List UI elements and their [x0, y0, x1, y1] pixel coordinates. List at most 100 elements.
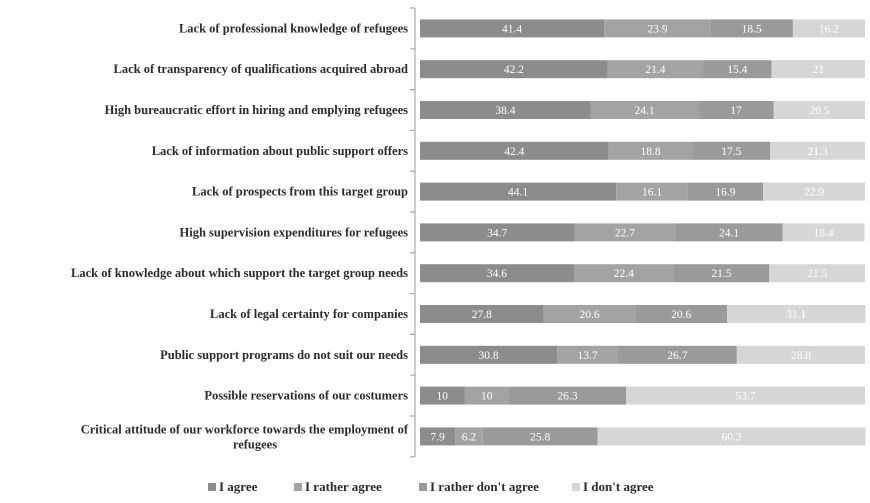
bar-segment: [608, 141, 693, 160]
data-label: 38.4: [495, 105, 515, 117]
bar-segment: [773, 101, 865, 119]
data-label: 17: [730, 105, 742, 117]
bar-segment: [782, 223, 865, 242]
bar-segment: [573, 264, 674, 283]
data-label: 21.3: [808, 146, 828, 158]
bar-segment: [763, 182, 865, 201]
bar-segment: [543, 305, 636, 323]
bar-segment: [736, 345, 865, 364]
bar-segment: [574, 223, 676, 242]
data-label: 20.6: [671, 309, 691, 321]
data-label: 10: [481, 391, 493, 403]
data-label: 22.9: [804, 187, 824, 199]
data-label: 22.7: [615, 227, 635, 239]
data-label: 15.4: [727, 64, 747, 76]
data-label: 10: [437, 391, 449, 403]
bar-segment: [420, 264, 574, 283]
bar-segment: [675, 223, 783, 242]
bar-segment: [455, 427, 483, 446]
bar-segment: [420, 141, 609, 160]
data-label: 28.8: [791, 350, 811, 362]
data-label: 16.2: [819, 23, 839, 35]
data-label: 24.1: [634, 105, 654, 117]
bar-segment: [618, 345, 737, 364]
category-label: Lack of professional knowledge of refuge…: [179, 21, 408, 35]
bar-segment: [420, 386, 465, 405]
bar-segment: [420, 305, 544, 323]
bar-segment: [590, 101, 699, 119]
data-label: 18.4: [814, 227, 834, 239]
data-label: 34.7: [487, 227, 507, 239]
category-label: Public support programs do not suit our …: [160, 348, 408, 362]
data-label: 25.8: [530, 431, 550, 443]
legend-label: I agree: [219, 479, 258, 494]
bar-segment: [710, 19, 793, 38]
bar-segment: [616, 182, 688, 201]
data-label: 42.2: [504, 64, 524, 76]
data-label: 13.7: [577, 350, 597, 362]
data-label: 26.7: [667, 350, 687, 362]
bar-segment: [792, 19, 865, 38]
bar-segment: [420, 60, 608, 79]
category-label: Lack of information about public support…: [152, 144, 408, 158]
bar-segment: [420, 345, 558, 364]
data-label: 18.8: [640, 146, 660, 158]
category-label: Critical attitude of our workforce towar…: [81, 422, 409, 451]
bar-segment: [698, 101, 774, 119]
data-label: 31.1: [786, 309, 806, 321]
category-label: High supervision expenditures for refuge…: [180, 225, 409, 239]
data-label: 27.8: [472, 309, 492, 321]
legend: I agree I rather agree I rather don't agre…: [208, 479, 654, 494]
bar-segment: [420, 19, 605, 38]
legend-swatch: [208, 483, 216, 491]
bar-segment: [673, 264, 770, 283]
category-label: Lack of knowledge about which support th…: [71, 266, 408, 280]
bar-segment: [597, 427, 866, 446]
category-label: Lack of legal certainty for companies: [210, 307, 408, 321]
data-label: 53.7: [735, 391, 755, 403]
data-label: 21.5: [711, 268, 731, 280]
bar-segment: [770, 141, 865, 160]
data-label: 34.6: [487, 268, 507, 280]
bar-segment: [420, 223, 575, 242]
category-label: High bureaucratic effort in hiring and e…: [105, 103, 408, 117]
bar-segment: [557, 345, 619, 364]
data-label: 22.4: [614, 268, 634, 280]
data-label: 60.2: [721, 431, 741, 443]
category-label: Lack of transparency of qualifications a…: [114, 62, 409, 76]
legend-swatch: [294, 483, 302, 491]
bar-segment: [626, 386, 865, 405]
legend-label: I don't agree: [583, 479, 654, 494]
data-label: 18.5: [742, 23, 762, 35]
bar-segment: [482, 427, 598, 446]
bar-segment: [727, 305, 866, 323]
category-labels: Lack of professional knowledge of refuge…: [71, 21, 409, 451]
legend-label: I rather agree: [305, 479, 382, 494]
data-label: 24.1: [719, 227, 739, 239]
data-label: 7.9: [430, 431, 445, 443]
data-label: 20.5: [809, 105, 829, 117]
data-label: 21.5: [807, 268, 827, 280]
bar-segment: [771, 60, 865, 79]
bar-segment: [509, 386, 627, 405]
bar-segment: [420, 427, 456, 446]
bar-segment: [604, 19, 711, 38]
data-label: 42.4: [504, 146, 524, 158]
bars: 41.4 23.9 18.5 16.2 42.2 21.4 15.4 21 38.4 24.1 17…: [420, 19, 866, 446]
bar-segment: [769, 264, 865, 283]
bar-segment: [420, 182, 617, 201]
bar-segment: [703, 60, 772, 79]
bar-segment: [635, 305, 728, 323]
category-label: Lack of prospects from this target group: [192, 185, 408, 199]
data-label: 17.5: [721, 146, 741, 158]
legend-swatch: [572, 483, 580, 491]
data-label: 41.4: [502, 23, 522, 35]
data-label: 30.8: [478, 350, 498, 362]
category-axis: [410, 7, 416, 458]
bar-segment: [687, 182, 764, 201]
data-label: 23.9: [647, 23, 667, 35]
data-label: 6.2: [462, 431, 477, 443]
data-label: 16.9: [715, 187, 735, 199]
data-label: 20.6: [579, 309, 599, 321]
bar-segment: [420, 101, 591, 119]
